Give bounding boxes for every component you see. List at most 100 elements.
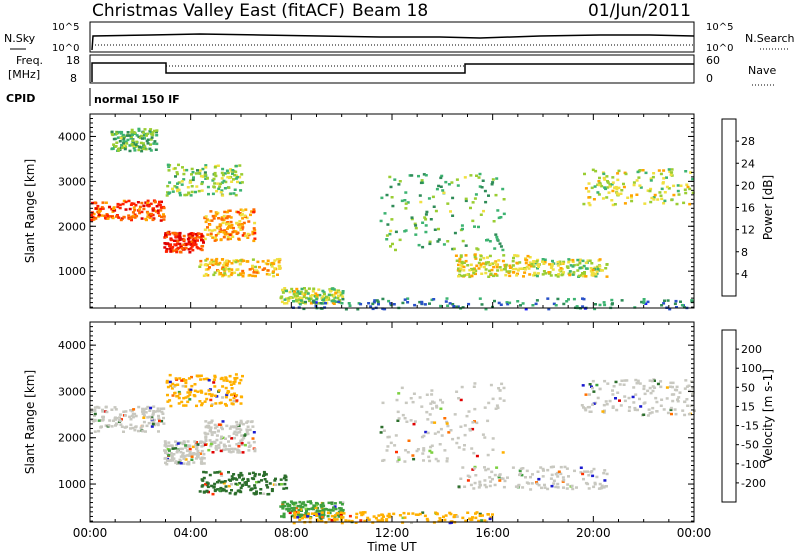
data-cell: [463, 433, 467, 437]
data-cell: [486, 256, 489, 259]
data-cell: [154, 210, 158, 213]
data-cell: [443, 417, 447, 420]
data-cell: [114, 408, 118, 411]
data-cell: [211, 192, 215, 196]
data-cell: [488, 517, 492, 521]
data-cell: [131, 412, 135, 416]
data-cell: [449, 429, 453, 432]
data-cell: [101, 418, 105, 421]
data-cell: [204, 263, 208, 266]
data-cell: [380, 425, 384, 429]
data-cell: [586, 482, 590, 486]
data-cell: [660, 398, 664, 401]
data-cell: [195, 185, 199, 188]
data-cell: [309, 500, 312, 503]
data-cell: [338, 501, 342, 504]
data-cell: [285, 486, 289, 490]
data-cell: [225, 223, 228, 226]
data-cell: [379, 519, 382, 522]
data-cell: [208, 439, 212, 442]
data-cell: [214, 174, 218, 178]
data-cell: [560, 273, 564, 277]
data-cell: [223, 233, 227, 236]
colorbar-tick-label: 20: [741, 179, 755, 192]
data-cell: [500, 382, 504, 386]
data-cell: [646, 189, 650, 192]
data-cell: [438, 517, 442, 520]
data-cell: [230, 268, 234, 271]
data-cell: [193, 383, 197, 386]
data-cell: [411, 400, 415, 404]
data-cell: [347, 519, 351, 523]
data-cell: [129, 409, 133, 412]
data-cell: [238, 262, 242, 266]
data-cell: [634, 393, 638, 396]
data-cell: [253, 472, 257, 476]
data-cell: [582, 264, 586, 268]
data-cell: [175, 186, 179, 189]
data-cell: [472, 271, 476, 275]
data-cell: [662, 177, 666, 180]
data-cell: [171, 190, 175, 193]
data-cell: [192, 461, 196, 464]
data-cell: [175, 171, 179, 174]
data-cell: [247, 485, 251, 488]
data-cell: [225, 404, 228, 407]
data-cell: [179, 250, 183, 254]
data-cell: [196, 443, 200, 446]
data-cell: [392, 512, 396, 516]
data-cell: [119, 419, 123, 423]
data-cell: [253, 484, 257, 487]
data-cell: [330, 514, 334, 518]
data-cell: [236, 175, 240, 179]
data-cell: [517, 483, 521, 487]
data-cell: [141, 142, 145, 145]
data-cell: [174, 461, 178, 465]
data-cell: [483, 483, 487, 487]
data-cell: [168, 181, 172, 184]
data-cell: [469, 206, 472, 210]
data-cell: [136, 201, 140, 204]
data-cell: [460, 224, 464, 227]
data-cell: [151, 420, 155, 424]
y-tick-label: 3000: [58, 175, 86, 188]
data-cell: [253, 449, 257, 453]
freq-tick-top: 18: [66, 54, 80, 67]
data-cell: [290, 287, 294, 291]
data-cell: [653, 193, 657, 197]
data-cell: [620, 189, 624, 192]
data-cell: [168, 448, 172, 451]
data-cell: [483, 189, 487, 193]
data-cell: [242, 436, 246, 440]
data-cell: [344, 519, 348, 522]
data-cell: [252, 239, 256, 243]
data-cell: [119, 132, 123, 135]
data-cell: [244, 483, 248, 486]
data-cell: [587, 196, 591, 199]
data-cell: [252, 440, 256, 444]
data-cell: [212, 217, 216, 220]
data-cell: [143, 128, 147, 131]
data-cell: [165, 379, 169, 383]
data-cell: [187, 242, 191, 246]
data-cell: [180, 180, 184, 183]
data-cell: [487, 194, 490, 197]
data-cell: [219, 224, 223, 227]
data-cell: [283, 475, 287, 478]
data-cell: [312, 504, 316, 508]
data-cell: [318, 515, 322, 518]
data-cell: [679, 300, 682, 303]
data-cell: [185, 193, 189, 197]
data-cell: [112, 207, 115, 210]
data-cell: [194, 233, 198, 236]
data-cell: [524, 258, 528, 262]
data-cell: [484, 261, 488, 264]
data-cell: [150, 417, 154, 421]
data-cell: [447, 431, 451, 434]
data-cell: [320, 511, 324, 514]
data-cell: [611, 405, 615, 408]
data-cell: [229, 216, 233, 219]
data-cell: [233, 271, 237, 274]
data-cell: [113, 417, 117, 420]
freq-label: Freq.: [16, 54, 43, 67]
